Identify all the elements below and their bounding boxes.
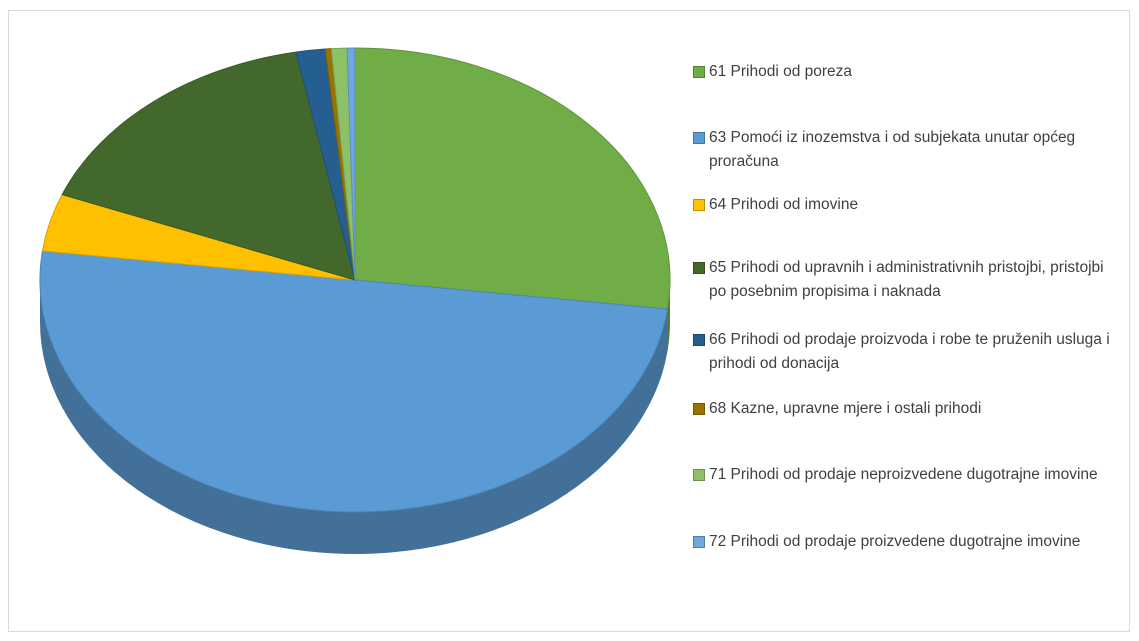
legend-item: 63 Pomoći iz inozemstva i od subjekata u… [693,126,1113,174]
pie-slice [346,47,356,281]
legend-label: 66 Prihodi od prodaje proizvoda i robe t… [709,331,1110,372]
legend-swatch [693,403,705,415]
pie-slice [354,47,671,310]
legend-item: 64 Prihodi od imovine [693,193,1113,217]
slice-side [40,280,668,555]
chart [39,47,671,555]
legend-swatch [693,66,705,78]
legend-label: 71 Prihodi od prodaje neproizvedene dugo… [709,466,1098,483]
legend-swatch [693,536,705,548]
legend-item: 68 Kazne, upravne mjere i ostali prihodi [693,397,1113,421]
legend-item: 66 Prihodi od prodaje proizvoda i robe t… [693,328,1113,376]
legend-item: 65 Prihodi od upravnih i administrativni… [693,256,1113,304]
legend-swatch [693,199,705,211]
pie-slice [39,250,669,513]
legend-label: 61 Prihodi od poreza [709,63,853,80]
pie-slice [61,51,356,281]
legend-swatch [693,469,705,481]
legend-label: 72 Prihodi od prodaje proizvedene dugotr… [709,533,1081,550]
legend-label: 63 Pomoći iz inozemstva i od subjekata u… [709,129,1076,170]
chart-frame [8,10,1130,632]
legend-swatch [693,262,705,274]
legend-item: 61 Prihodi od poreza [693,60,1113,84]
legend-label: 65 Prihodi od upravnih i administrativni… [709,259,1104,300]
legend-label: 68 Kazne, upravne mjere i ostali prihodi [709,400,982,417]
legend-label: 64 Prihodi od imovine [709,196,859,213]
legend-swatch [693,132,705,144]
legend-swatch [693,334,705,346]
legend-item: 72 Prihodi od prodaje proizvedene dugotr… [693,530,1113,554]
legend-item: 71 Prihodi od prodaje neproizvedene dugo… [693,463,1113,487]
